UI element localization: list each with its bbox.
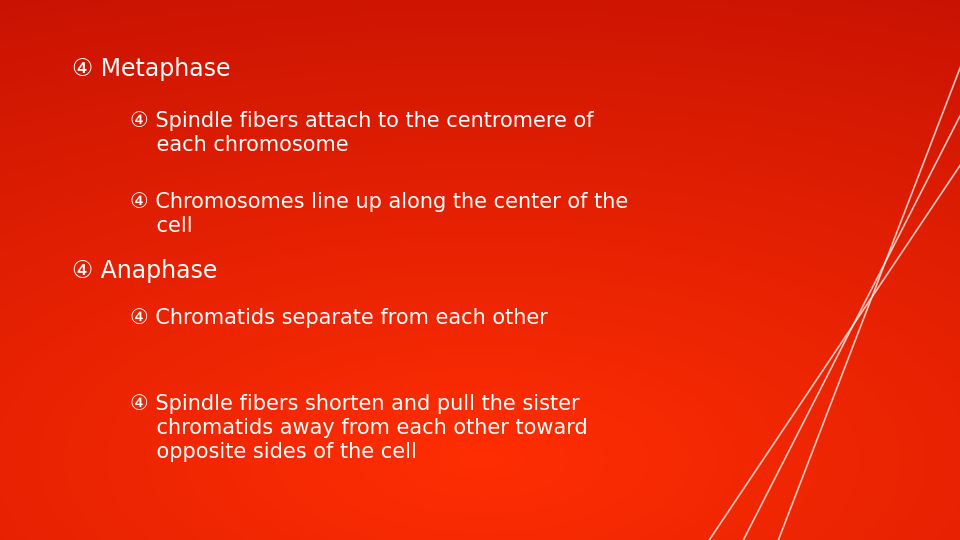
Text: ④ Spindle fibers shorten and pull the sister
    chromatids away from each other: ④ Spindle fibers shorten and pull the si… xyxy=(130,394,588,462)
Text: ④ Spindle fibers attach to the centromere of
    each chromosome: ④ Spindle fibers attach to the centromer… xyxy=(130,111,593,154)
Text: ④ Metaphase: ④ Metaphase xyxy=(72,57,230,80)
Text: ④ Chromatids separate from each other: ④ Chromatids separate from each other xyxy=(130,308,547,328)
Text: ④ Anaphase: ④ Anaphase xyxy=(72,259,217,283)
Text: ④ Chromosomes line up along the center of the
    cell: ④ Chromosomes line up along the center o… xyxy=(130,192,628,235)
